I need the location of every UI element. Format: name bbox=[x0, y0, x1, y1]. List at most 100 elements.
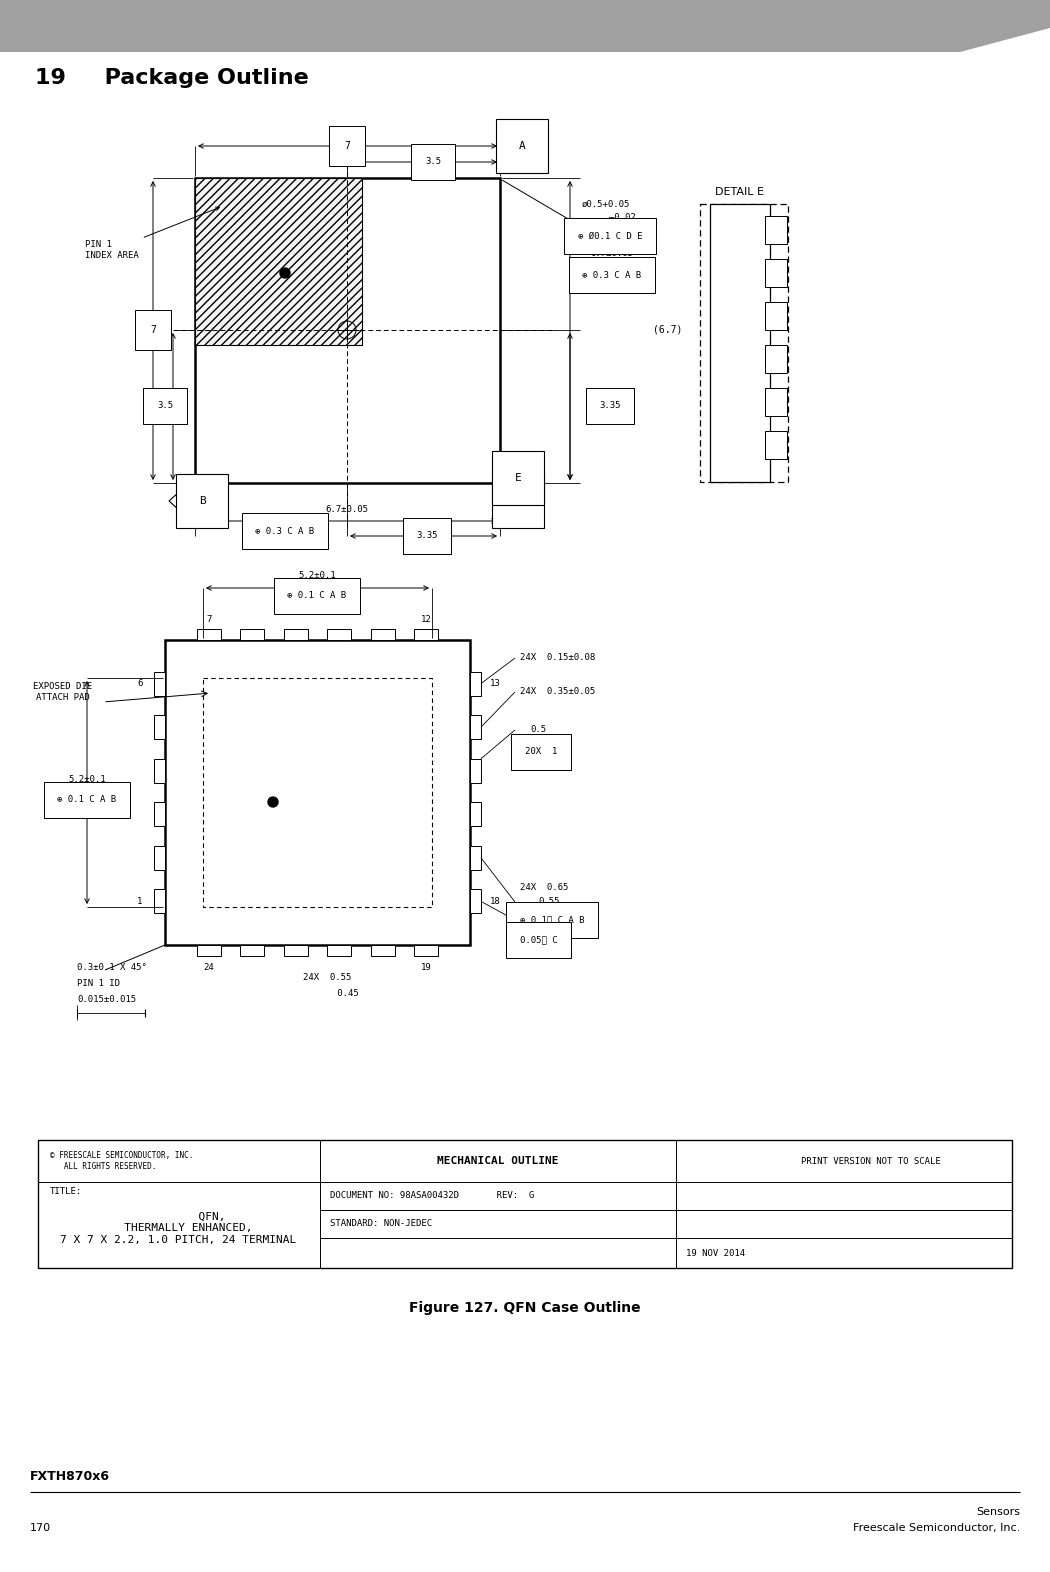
Text: ⊕ 0.1Ⓜ C A B: ⊕ 0.1Ⓜ C A B bbox=[520, 915, 585, 924]
Text: 0.05Ⓜ C: 0.05Ⓜ C bbox=[520, 935, 558, 945]
Text: 19     Package Outline: 19 Package Outline bbox=[35, 68, 309, 88]
Bar bbox=[765, 388, 788, 417]
Bar bbox=[203, 678, 432, 907]
Bar bbox=[154, 671, 165, 695]
Text: (6.7): (6.7) bbox=[653, 325, 682, 335]
Text: 0.015±0.015: 0.015±0.015 bbox=[77, 995, 136, 1003]
Text: DETAIL E: DETAIL E bbox=[715, 187, 764, 196]
Bar bbox=[415, 945, 439, 956]
Text: 7: 7 bbox=[150, 325, 156, 335]
Bar bbox=[765, 215, 788, 244]
Text: 12: 12 bbox=[421, 615, 432, 624]
Text: 5.2±0.1: 5.2±0.1 bbox=[298, 571, 336, 580]
Bar bbox=[284, 945, 308, 956]
Text: DOCUMENT NO: 98ASA00432D       REV:  G: DOCUMENT NO: 98ASA00432D REV: G bbox=[330, 1192, 534, 1201]
Bar bbox=[765, 431, 788, 459]
Text: 3.5: 3.5 bbox=[425, 157, 441, 167]
Bar bbox=[328, 945, 352, 956]
Text: ⊕ Ø0.1 C D E: ⊕ Ø0.1 C D E bbox=[578, 231, 643, 241]
Text: 20X  1: 20X 1 bbox=[525, 748, 558, 756]
Bar bbox=[470, 671, 481, 695]
Bar bbox=[765, 302, 788, 330]
Text: 13: 13 bbox=[489, 679, 501, 689]
Text: 3.5: 3.5 bbox=[156, 401, 173, 410]
Text: 7: 7 bbox=[206, 615, 211, 624]
Bar bbox=[470, 846, 481, 869]
Text: 0.3±0.1 X 45°: 0.3±0.1 X 45° bbox=[77, 962, 147, 971]
Bar bbox=[154, 759, 165, 783]
Text: 170: 170 bbox=[30, 1523, 51, 1533]
Text: 18: 18 bbox=[489, 898, 501, 905]
Text: EXPOSED DIE
ATTACH PAD: EXPOSED DIE ATTACH PAD bbox=[34, 682, 92, 701]
Bar bbox=[38, 1140, 1012, 1269]
Text: 0.45: 0.45 bbox=[306, 989, 359, 998]
Text: ⊕ 0.3 C A B: ⊕ 0.3 C A B bbox=[255, 527, 315, 536]
Bar bbox=[765, 259, 788, 288]
Bar bbox=[154, 846, 165, 869]
Text: 24X  0.55: 24X 0.55 bbox=[302, 973, 351, 982]
Text: 19: 19 bbox=[421, 964, 432, 973]
Circle shape bbox=[268, 797, 278, 806]
Text: TITLE:: TITLE: bbox=[50, 1187, 82, 1196]
Bar bbox=[470, 715, 481, 739]
Bar bbox=[710, 204, 770, 483]
Text: E: E bbox=[514, 473, 522, 483]
Text: FXTH870x6: FXTH870x6 bbox=[30, 1470, 110, 1482]
Text: PIN 1
INDEX AREA: PIN 1 INDEX AREA bbox=[85, 208, 219, 259]
Text: D: D bbox=[514, 497, 522, 506]
Bar bbox=[470, 802, 481, 827]
Text: A: A bbox=[519, 141, 525, 151]
Text: © FREESCALE SEMICONDUCTOR, INC.
   ALL RIGHTS RESERVED.: © FREESCALE SEMICONDUCTOR, INC. ALL RIGH… bbox=[50, 1151, 193, 1171]
Text: PRINT VERSION NOT TO SCALE: PRINT VERSION NOT TO SCALE bbox=[801, 1157, 941, 1165]
Text: Sensors: Sensors bbox=[976, 1508, 1020, 1517]
Bar bbox=[470, 759, 481, 783]
Text: Figure 127. QFN Case Outline: Figure 127. QFN Case Outline bbox=[410, 1302, 640, 1316]
Bar bbox=[470, 890, 481, 913]
Bar bbox=[284, 629, 308, 640]
Text: 0.5: 0.5 bbox=[530, 726, 546, 734]
Text: –0.02: –0.02 bbox=[582, 212, 635, 222]
Bar bbox=[196, 629, 220, 640]
Polygon shape bbox=[0, 0, 1050, 52]
Text: 3.35: 3.35 bbox=[600, 401, 621, 410]
Text: 6: 6 bbox=[138, 679, 143, 689]
Text: ⊕ 0.1 C A B: ⊕ 0.1 C A B bbox=[58, 795, 117, 805]
Text: 3.35: 3.35 bbox=[416, 531, 438, 541]
Bar bbox=[240, 945, 265, 956]
Bar bbox=[195, 178, 500, 483]
Bar bbox=[195, 178, 362, 344]
Text: 0.55: 0.55 bbox=[538, 898, 560, 907]
Text: 24X  0.65: 24X 0.65 bbox=[520, 883, 568, 893]
Bar bbox=[371, 945, 395, 956]
Text: 19 NOV 2014: 19 NOV 2014 bbox=[686, 1248, 745, 1258]
Text: QFN,
   THERMALLY ENHANCED,
7 X 7 X 2.2, 1.0 PITCH, 24 TERMINAL: QFN, THERMALLY ENHANCED, 7 X 7 X 2.2, 1.… bbox=[60, 1212, 296, 1245]
Text: Freescale Semiconductor, Inc.: Freescale Semiconductor, Inc. bbox=[853, 1523, 1020, 1533]
Bar bbox=[765, 344, 788, 373]
Text: MECHANICAL OUTLINE: MECHANICAL OUTLINE bbox=[437, 1155, 559, 1166]
Bar bbox=[240, 629, 265, 640]
Text: 6.7±0.05: 6.7±0.05 bbox=[326, 505, 369, 514]
Text: 7: 7 bbox=[344, 141, 350, 151]
Bar bbox=[154, 715, 165, 739]
Text: 5.2±0.1: 5.2±0.1 bbox=[68, 775, 106, 783]
Text: 6.7±0.05: 6.7±0.05 bbox=[590, 248, 633, 258]
Text: B: B bbox=[198, 497, 206, 506]
Text: 24: 24 bbox=[204, 964, 214, 973]
Text: ⊕ 0.1 C A B: ⊕ 0.1 C A B bbox=[288, 591, 347, 601]
Text: 24X  0.15±0.08: 24X 0.15±0.08 bbox=[520, 654, 595, 662]
Circle shape bbox=[280, 267, 290, 278]
Text: PIN 1 ID: PIN 1 ID bbox=[77, 978, 120, 987]
Bar bbox=[154, 890, 165, 913]
Bar bbox=[700, 204, 788, 483]
Bar bbox=[154, 802, 165, 827]
Bar bbox=[371, 629, 395, 640]
Text: 24X  0.35±0.05: 24X 0.35±0.05 bbox=[520, 687, 595, 696]
Bar bbox=[196, 945, 220, 956]
Text: ø0.5+0.05: ø0.5+0.05 bbox=[582, 200, 630, 209]
Bar bbox=[328, 629, 352, 640]
Bar bbox=[415, 629, 439, 640]
Text: ⊕ 0.3 C A B: ⊕ 0.3 C A B bbox=[583, 270, 642, 280]
Bar bbox=[165, 640, 470, 945]
Text: 1: 1 bbox=[138, 898, 143, 905]
Text: STANDARD: NON-JEDEC: STANDARD: NON-JEDEC bbox=[330, 1220, 433, 1228]
